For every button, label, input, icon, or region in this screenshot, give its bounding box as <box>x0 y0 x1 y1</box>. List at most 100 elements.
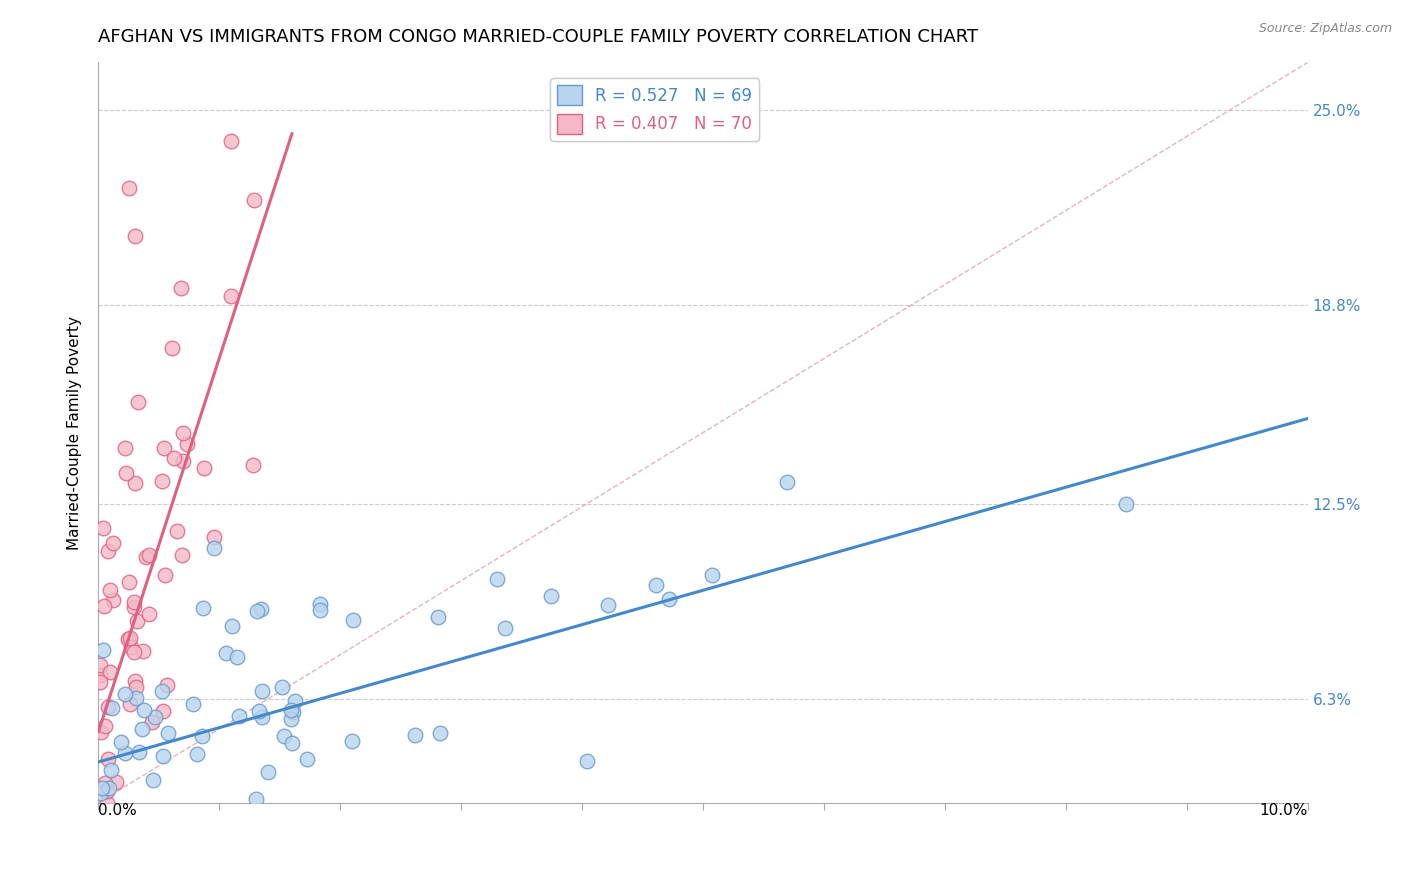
Point <box>301 815 323 830</box>
Point <box>271 681 294 695</box>
Point <box>143 710 166 724</box>
Point <box>91 521 114 535</box>
Point <box>202 541 225 555</box>
Point <box>91 642 114 657</box>
Point <box>252 684 274 698</box>
Point <box>114 746 136 760</box>
Point <box>242 458 264 472</box>
Point <box>250 710 273 724</box>
Point <box>138 607 160 621</box>
Point <box>427 610 450 624</box>
Point <box>176 437 198 451</box>
Point <box>141 810 163 824</box>
Point <box>340 734 363 748</box>
Point <box>576 754 599 768</box>
Point <box>110 734 132 748</box>
Point <box>246 604 269 618</box>
Point <box>162 341 184 355</box>
Point <box>98 665 121 679</box>
Point <box>485 572 508 586</box>
Point <box>153 442 176 456</box>
Point <box>118 181 141 195</box>
Point <box>117 632 139 646</box>
Point <box>141 714 163 729</box>
Point <box>135 549 157 564</box>
Legend: R = 0.527   N = 69, R = 0.407   N = 70: R = 0.527 N = 69, R = 0.407 N = 70 <box>550 78 759 141</box>
Point <box>142 772 165 787</box>
Point <box>596 599 619 613</box>
Point <box>120 640 142 654</box>
Point <box>245 791 267 805</box>
Point <box>124 673 146 688</box>
Point <box>225 649 247 664</box>
Point <box>284 694 307 708</box>
Point <box>97 804 120 818</box>
Point <box>150 684 173 698</box>
Point <box>215 646 238 660</box>
Point <box>309 597 332 611</box>
Point <box>170 281 193 295</box>
Point <box>104 775 127 789</box>
Point <box>249 602 271 616</box>
Point <box>90 806 112 821</box>
Point <box>103 592 125 607</box>
Point <box>219 289 242 303</box>
Point <box>186 747 208 762</box>
Point <box>96 784 118 798</box>
Text: Source: ZipAtlas.com: Source: ZipAtlas.com <box>1258 22 1392 36</box>
Point <box>157 726 180 740</box>
Point <box>193 460 215 475</box>
Point <box>172 426 194 441</box>
Point <box>93 719 115 733</box>
Point <box>138 548 160 562</box>
Point <box>93 599 115 613</box>
Point <box>89 821 111 835</box>
Point <box>142 822 165 836</box>
Point <box>152 704 174 718</box>
Point <box>125 680 148 694</box>
Point <box>101 535 124 549</box>
Point <box>90 786 112 800</box>
Point <box>100 763 122 777</box>
Point <box>115 466 138 480</box>
Point <box>228 709 250 723</box>
Point <box>166 524 188 539</box>
Point <box>120 631 142 645</box>
Point <box>98 780 121 795</box>
Point <box>124 476 146 491</box>
Point <box>257 764 280 779</box>
Point <box>429 725 451 739</box>
Point <box>114 687 136 701</box>
Point <box>658 592 681 607</box>
Point <box>247 704 270 718</box>
Point <box>97 544 120 558</box>
Point <box>494 621 516 635</box>
Point <box>101 849 124 863</box>
Point <box>90 725 112 739</box>
Point <box>700 568 723 582</box>
Point <box>96 797 118 811</box>
Point <box>101 700 124 714</box>
Point <box>114 441 136 455</box>
Point <box>121 837 143 851</box>
Point <box>283 705 305 719</box>
Point <box>124 228 146 243</box>
Point <box>323 812 346 826</box>
Point <box>190 730 212 744</box>
Point <box>89 838 111 853</box>
Point <box>221 134 243 148</box>
Point <box>1115 496 1137 510</box>
Point <box>172 548 194 562</box>
Point <box>97 700 120 714</box>
Y-axis label: Married-Couple Family Poverty: Married-Couple Family Poverty <box>67 316 83 549</box>
Point <box>115 835 138 849</box>
Text: AFGHAN VS IMMIGRANTS FROM CONGO MARRIED-COUPLE FAMILY POVERTY CORRELATION CHART: AFGHAN VS IMMIGRANTS FROM CONGO MARRIED-… <box>98 28 979 45</box>
Point <box>89 675 111 690</box>
Point <box>122 645 145 659</box>
Text: 10.0%: 10.0% <box>1260 803 1308 818</box>
Point <box>105 859 128 873</box>
Point <box>150 474 173 488</box>
Point <box>645 578 668 592</box>
Point <box>103 831 125 846</box>
Point <box>405 728 427 742</box>
